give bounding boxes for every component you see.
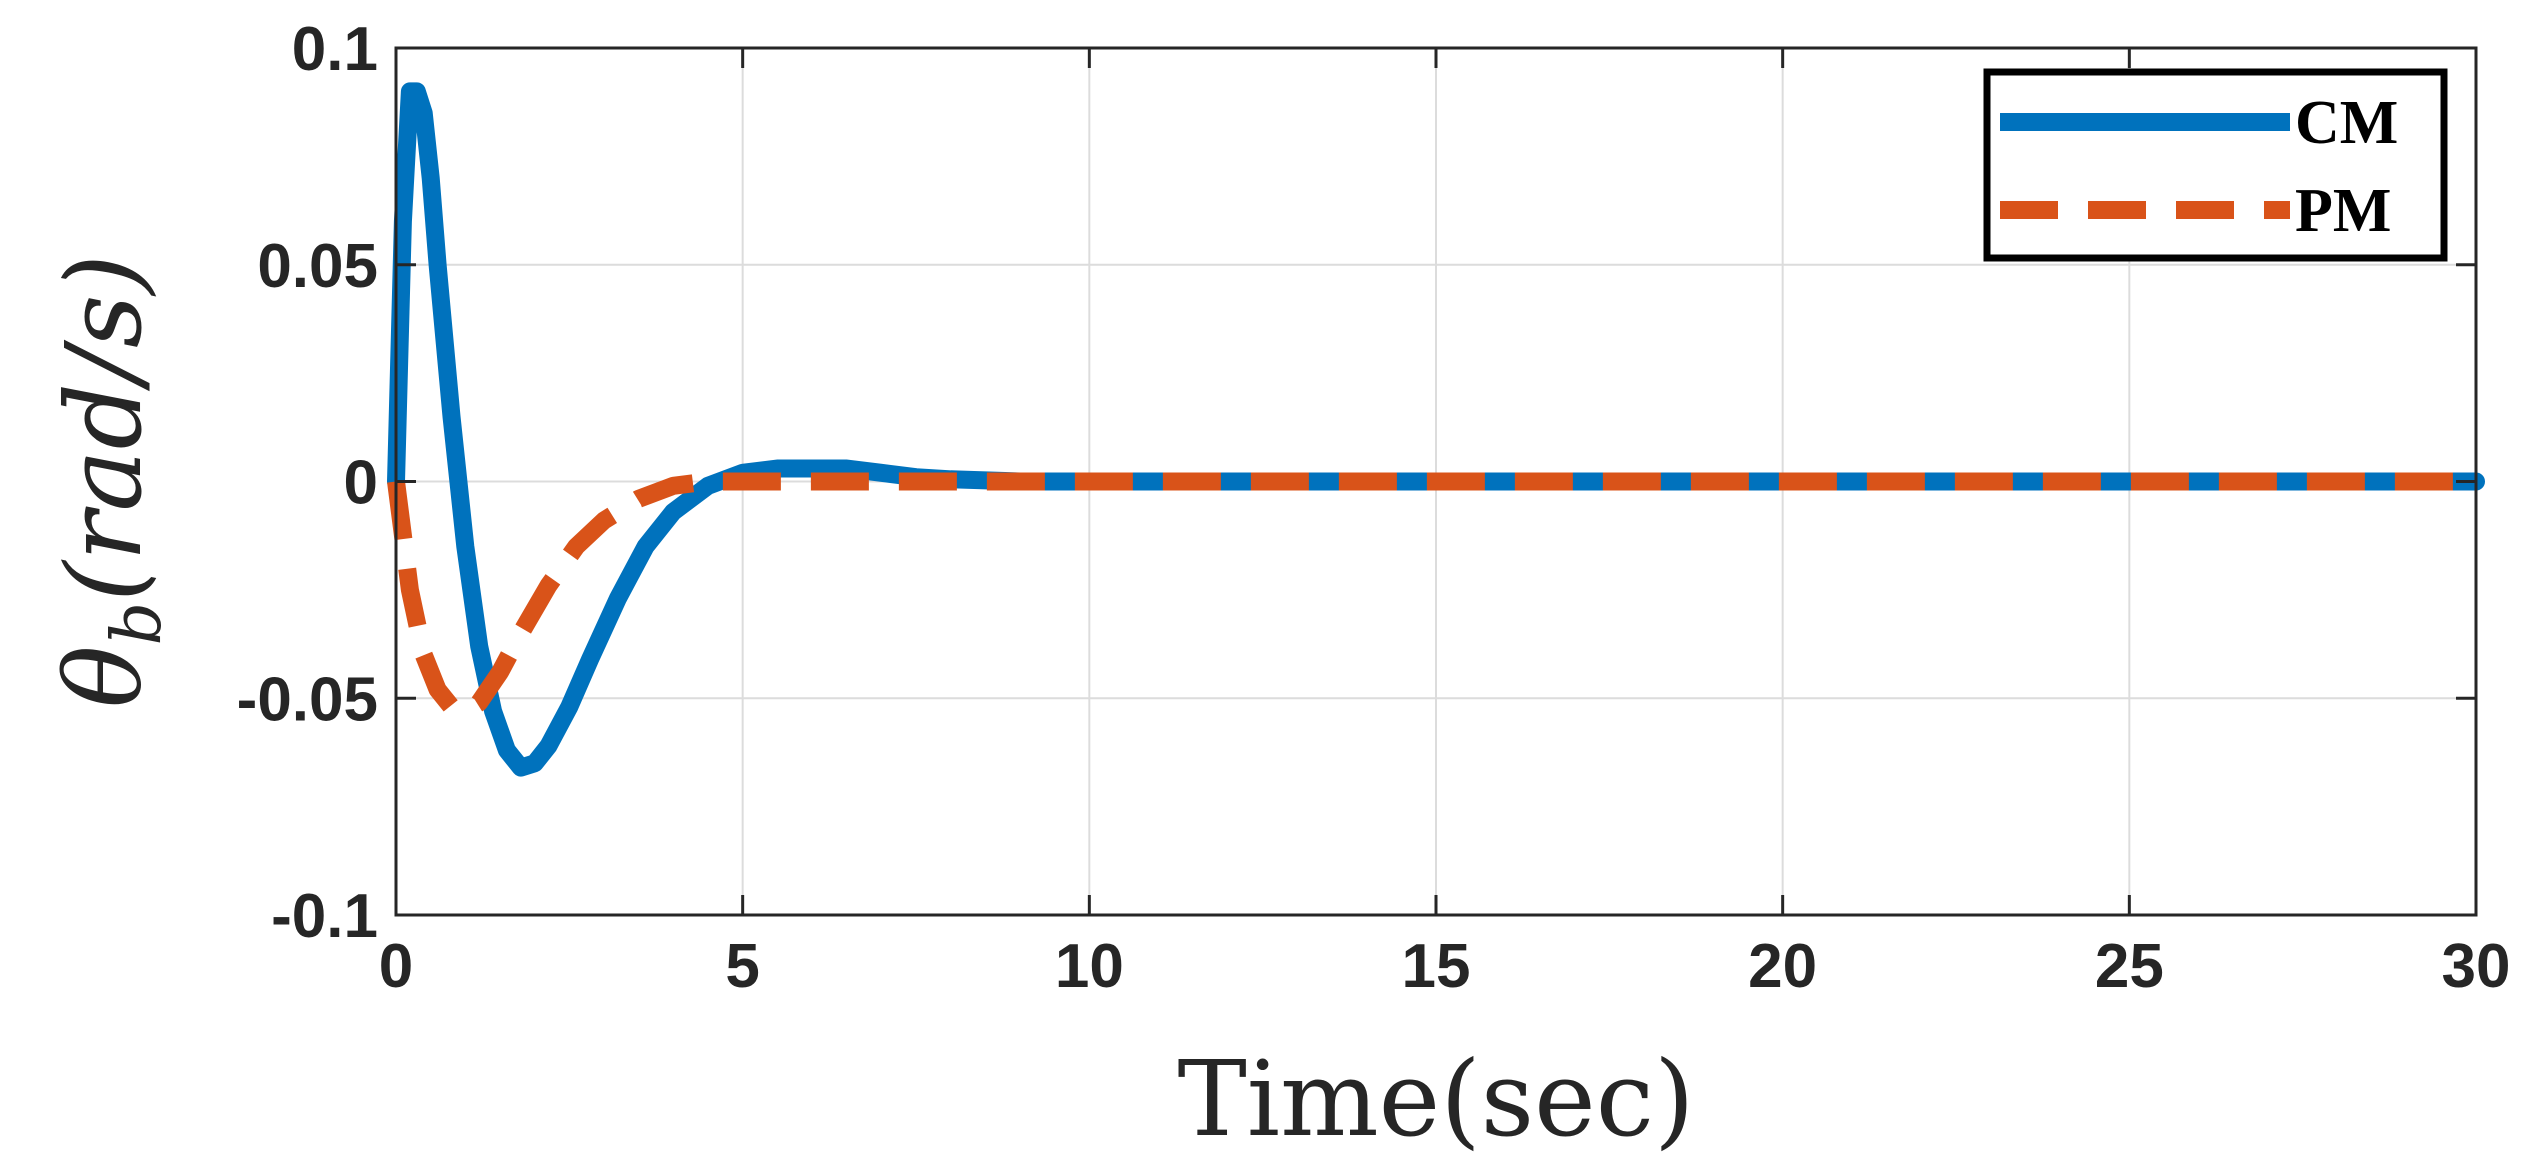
y-tick-label: 0.1 (292, 15, 378, 84)
legend-box (1983, 68, 2448, 262)
series-line-cm (387, 82, 2485, 777)
y-axis-units: (rad/s) (43, 254, 165, 602)
series-line-pm (387, 472, 2476, 721)
x-axis-label: Time(sec) (1177, 1038, 1694, 1160)
y-axis-subscript: b (98, 602, 177, 646)
y-tick-label: -0.05 (237, 665, 378, 734)
x-tick-label: 30 (2442, 932, 2511, 1001)
y-tick-label: 0 (344, 449, 378, 518)
legend: CM PM (1983, 68, 2448, 262)
x-tick-label: 25 (2095, 932, 2164, 1001)
y-tick-label: -0.1 (271, 882, 378, 951)
y-axis-label: θb(rad/s) (43, 254, 177, 708)
legend-label-pm: PM (2295, 177, 2391, 245)
y-tick-label: 0.05 (257, 232, 378, 301)
y-tick-labels: 0.1 0.05 0 -0.05 -0.1 (237, 15, 378, 951)
x-tick-label: 0 (379, 932, 413, 1001)
x-tick-label: 10 (1055, 932, 1124, 1001)
svg-text:θb(rad/s): θb(rad/s) (43, 254, 177, 708)
legend-label-cm: CM (2295, 89, 2398, 157)
x-tick-label: 20 (1748, 932, 1817, 1001)
x-tick-labels: 0 5 10 15 20 25 30 (379, 932, 2511, 1001)
x-tick-label: 5 (725, 932, 759, 1001)
series-lines (387, 82, 2485, 777)
x-tick-label: 15 (1402, 932, 1471, 1001)
y-axis-symbol: θ (43, 645, 165, 708)
axis-ticks (394, 46, 2478, 917)
